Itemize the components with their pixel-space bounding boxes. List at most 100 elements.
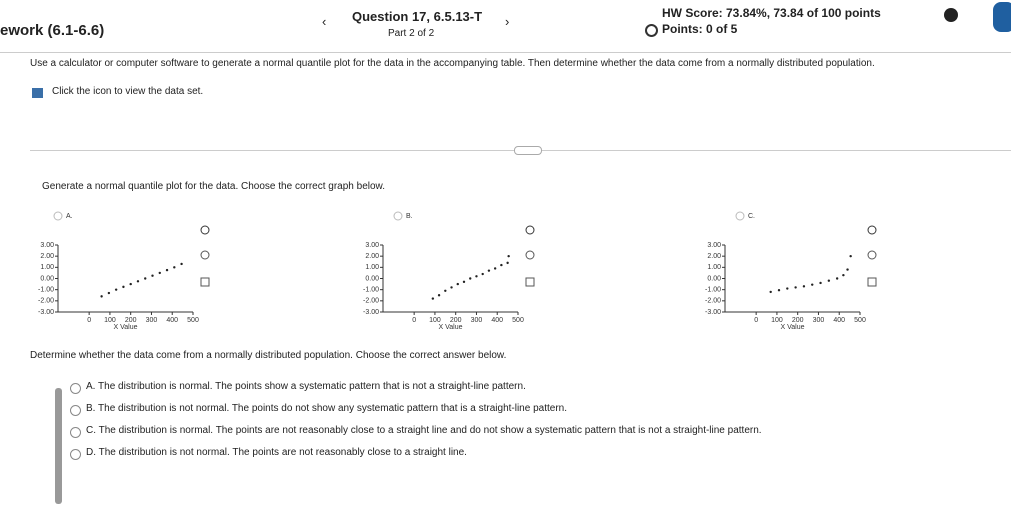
y-tick-label: 1.00: [40, 264, 54, 271]
point: [507, 254, 510, 258]
zoom-in[interactable]: [867, 225, 877, 235]
point: [173, 266, 176, 269]
y-tick-label: 3.00: [365, 242, 379, 249]
zoom-out[interactable]: [867, 250, 877, 260]
point: [114, 288, 118, 291]
header: ework (6.1-6.6) ‹ Question 17, 6.5.13-T …: [0, 0, 1011, 53]
point: [827, 279, 831, 282]
point: [777, 289, 781, 292]
y-tick-label: 3.00: [40, 242, 54, 249]
zoom-in[interactable]: [200, 225, 210, 235]
point: [431, 297, 435, 300]
y-tick-label: 1.00: [707, 264, 721, 271]
popout[interactable]: [200, 277, 210, 287]
instructions: Use a calculator or computer software to…: [30, 58, 875, 69]
y-tick-label: 2.00: [365, 253, 379, 260]
prev-button[interactable]: ‹: [322, 14, 327, 29]
menu-tab[interactable]: [993, 2, 1011, 32]
zoom-out[interactable]: [525, 250, 535, 260]
answer-option[interactable]: D. The distribution is not normal. The p…: [86, 447, 467, 458]
y-tick-label: -3.00: [38, 309, 54, 316]
point: [158, 271, 161, 275]
zoom-out[interactable]: [200, 250, 210, 260]
x-tick-label: 0: [87, 317, 91, 324]
expand-button[interactable]: [514, 146, 542, 155]
point: [487, 269, 491, 272]
data-link: Click the icon to view the data set.: [52, 86, 204, 97]
x-tick-label: 200: [792, 317, 804, 324]
y-tick-label: 2.00: [707, 253, 721, 260]
radio-button[interactable]: [70, 383, 81, 394]
point: [849, 254, 852, 258]
point: [100, 295, 103, 298]
x-tick-label: 400: [166, 317, 178, 324]
radio-button[interactable]: [70, 449, 81, 460]
x-tick-label: 300: [471, 317, 483, 324]
y-tick-label: -3.00: [705, 309, 721, 316]
x-tick-label: 500: [854, 317, 866, 324]
scroll-bar: [55, 388, 62, 504]
x-axis-label: X Value: [114, 324, 138, 331]
x-axis-label: X Value: [439, 324, 463, 331]
option-label: A.: [66, 213, 73, 220]
x-tick-label: 300: [813, 317, 825, 324]
x-tick-label: 200: [125, 317, 137, 324]
y-tick-label: -2.00: [363, 298, 379, 305]
answer-option[interactable]: C. The distribution is normal. The point…: [86, 425, 762, 436]
settings-icon[interactable]: [944, 8, 958, 22]
radio-button[interactable]: [735, 211, 745, 221]
point: [802, 285, 806, 288]
option-label: C.: [748, 213, 755, 220]
point: [437, 294, 441, 297]
radio-button[interactable]: [70, 427, 81, 438]
points: Points: 0 of 5: [662, 22, 738, 36]
x-tick-label: 300: [146, 317, 158, 324]
y-tick-label: -1.00: [38, 287, 54, 294]
x-tick-label: 400: [833, 317, 845, 324]
x-tick-label: 200: [450, 317, 462, 324]
y-tick-label: -1.00: [705, 287, 721, 294]
y-tick-label: -2.00: [38, 298, 54, 305]
point: [819, 281, 822, 285]
point: [180, 262, 183, 266]
answer-option[interactable]: B. The distribution is not normal. The p…: [86, 403, 567, 414]
point: [786, 287, 789, 290]
x-axis-label: X Value: [781, 324, 805, 331]
y-tick-label: -2.00: [705, 298, 721, 305]
point: [794, 286, 797, 289]
x-tick-label: 100: [429, 317, 441, 324]
point: [493, 267, 497, 270]
point: [842, 273, 845, 277]
popout[interactable]: [525, 277, 535, 287]
option-label: B.: [406, 213, 413, 220]
popout[interactable]: [867, 277, 877, 287]
data-icon[interactable]: [32, 88, 43, 98]
point: [481, 272, 484, 276]
point: [151, 274, 154, 277]
x-tick-label: 0: [754, 317, 758, 324]
hw-score: HW Score: 73.84%, 73.84 of 100 points: [662, 6, 881, 20]
prompt: Generate a normal quantile plot for the …: [42, 181, 385, 192]
point: [846, 268, 849, 271]
zoom-in[interactable]: [525, 225, 535, 235]
part-label: Part 2 of 2: [388, 28, 435, 39]
points-icon: [645, 24, 658, 37]
point: [469, 277, 472, 280]
answer-option[interactable]: A. The distribution is normal. The point…: [86, 381, 526, 392]
x-tick-label: 100: [771, 317, 783, 324]
point: [500, 263, 503, 267]
graph-options: A. 3.00 2.00 1.00 0.00 -1.00 -2.00 -3.00 0 100 200…: [38, 211, 877, 331]
radio-button[interactable]: [70, 405, 81, 416]
next-button[interactable]: ›: [505, 14, 510, 29]
question-title: Question 17, 6.5.13-T: [352, 9, 483, 24]
point: [165, 268, 169, 272]
radio-button[interactable]: [393, 211, 403, 221]
point: [462, 280, 466, 284]
point: [456, 282, 459, 286]
point: [450, 286, 453, 289]
radio-button[interactable]: [53, 211, 63, 221]
x-tick-label: 0: [412, 317, 416, 324]
y-tick-label: 0.00: [40, 275, 54, 282]
y-tick-label: 0.00: [365, 275, 379, 282]
